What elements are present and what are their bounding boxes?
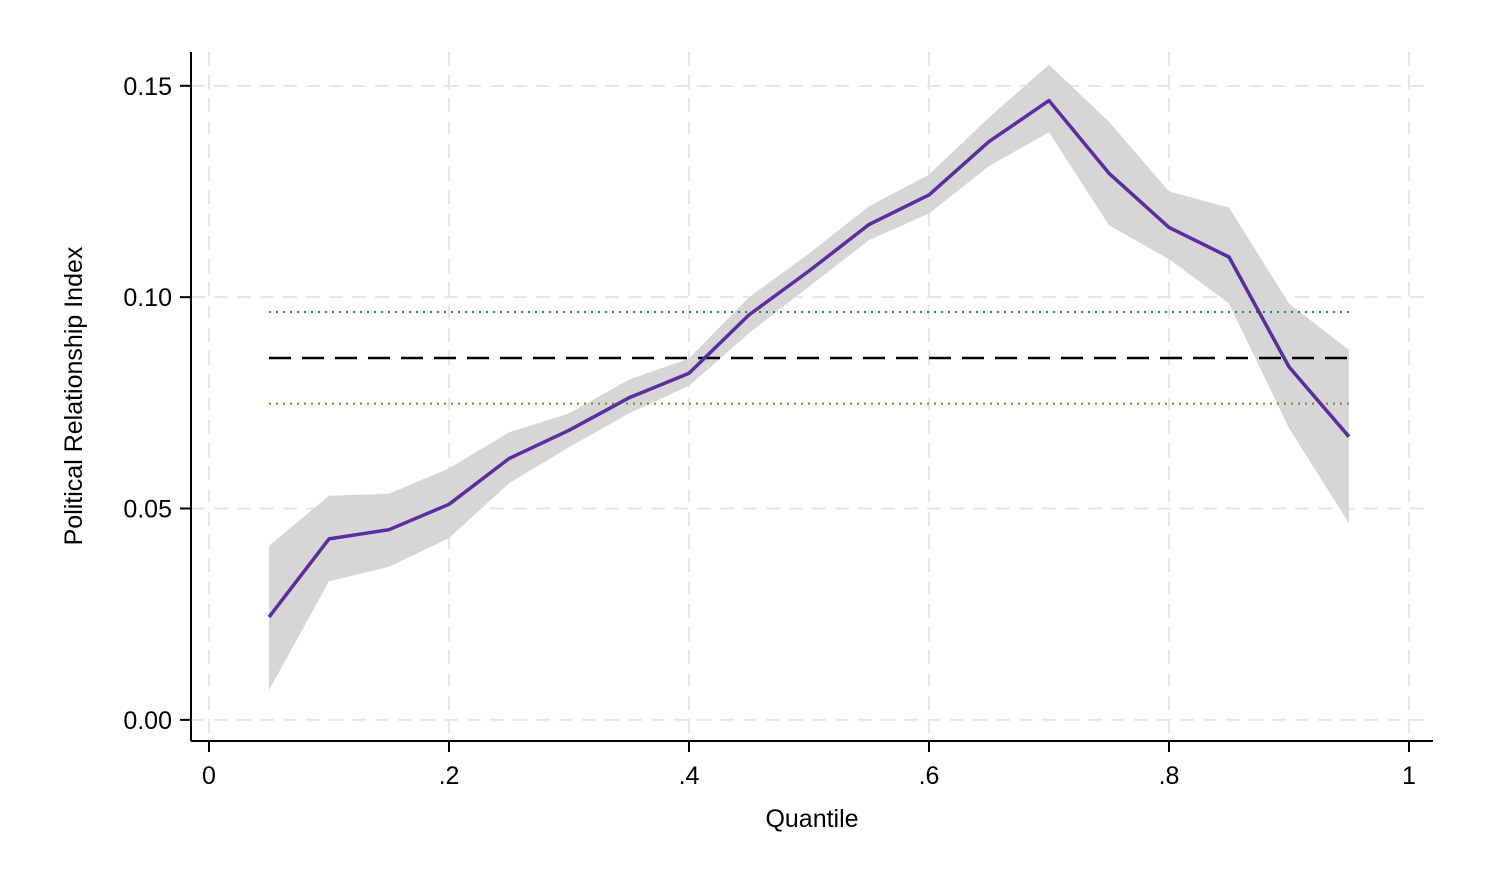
x-tick-label: .6 <box>919 762 940 790</box>
x-tick-label: .8 <box>1159 762 1180 790</box>
tick-labels: 0 .2 .4 .6 .8 1 0.00 0.05 0.10 0.15 <box>123 73 1416 790</box>
series-line <box>267 98 1351 619</box>
confidence-band-layer <box>269 64 1349 691</box>
x-axis-title: Quantile <box>765 805 858 833</box>
axes <box>180 52 1433 752</box>
y-tick-label: 0.05 <box>123 496 172 524</box>
y-tick-label: 0.00 <box>123 707 172 735</box>
y-axis-title: Political Relationship Index <box>60 246 88 545</box>
x-tick-label: 1 <box>1402 762 1416 790</box>
confidence-band <box>269 64 1349 691</box>
x-tick-label: .4 <box>679 762 700 790</box>
x-tick-label: .2 <box>439 762 460 790</box>
series-line-layer <box>267 98 1351 619</box>
grid-lines <box>191 52 1433 741</box>
y-tick-label: 0.15 <box>123 73 172 101</box>
reference-lines <box>269 310 1349 405</box>
y-tick-label: 0.10 <box>123 284 172 312</box>
x-tick-label: 0 <box>202 762 216 790</box>
